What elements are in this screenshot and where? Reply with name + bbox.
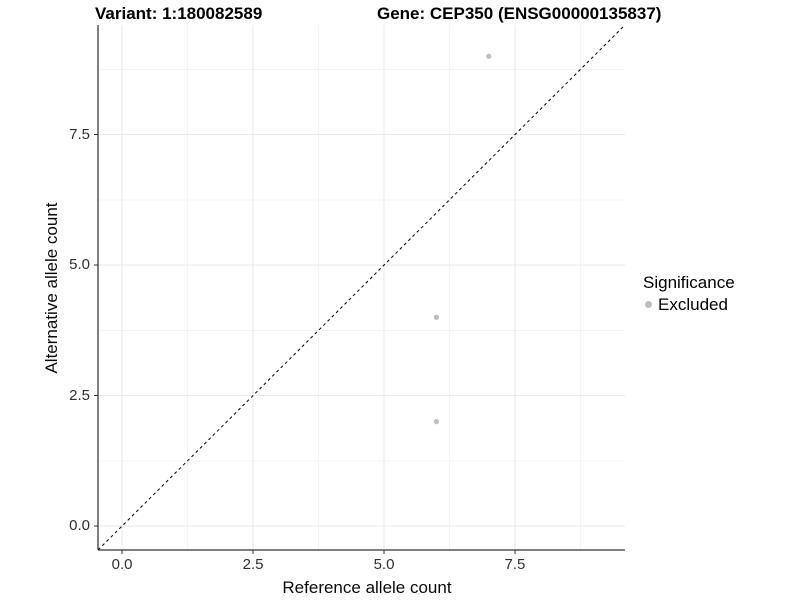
- legend-marker-circle-icon: [645, 301, 652, 308]
- legend: Significance Excluded: [643, 272, 735, 315]
- plot-title-gene: Gene: CEP350 (ENSG00000135837): [377, 4, 662, 23]
- data-point: [486, 53, 492, 59]
- x-tick-label: 7.5: [504, 556, 526, 573]
- x-tick-label: 5.0: [373, 556, 395, 573]
- y-tick-label: 0.0: [69, 516, 90, 534]
- legend-item-label: Excluded: [658, 295, 728, 314]
- legend-item-excluded: Excluded: [643, 294, 735, 315]
- plot-title-variant: Variant: 1:180082589: [95, 4, 263, 23]
- y-tick-label: 7.5: [69, 125, 90, 143]
- y-tick-label: 5.0: [69, 256, 90, 274]
- data-point: [433, 314, 440, 320]
- identity-line: [97, 24, 626, 551]
- x-axis-title: Reference allele count: [282, 578, 452, 597]
- data-point: [433, 419, 440, 425]
- x-tick-label: 0.0: [111, 556, 133, 573]
- y-tick-label: 2.5: [69, 386, 90, 404]
- x-tick-label: 2.5: [242, 556, 264, 573]
- legend-title: Significance: [643, 273, 735, 292]
